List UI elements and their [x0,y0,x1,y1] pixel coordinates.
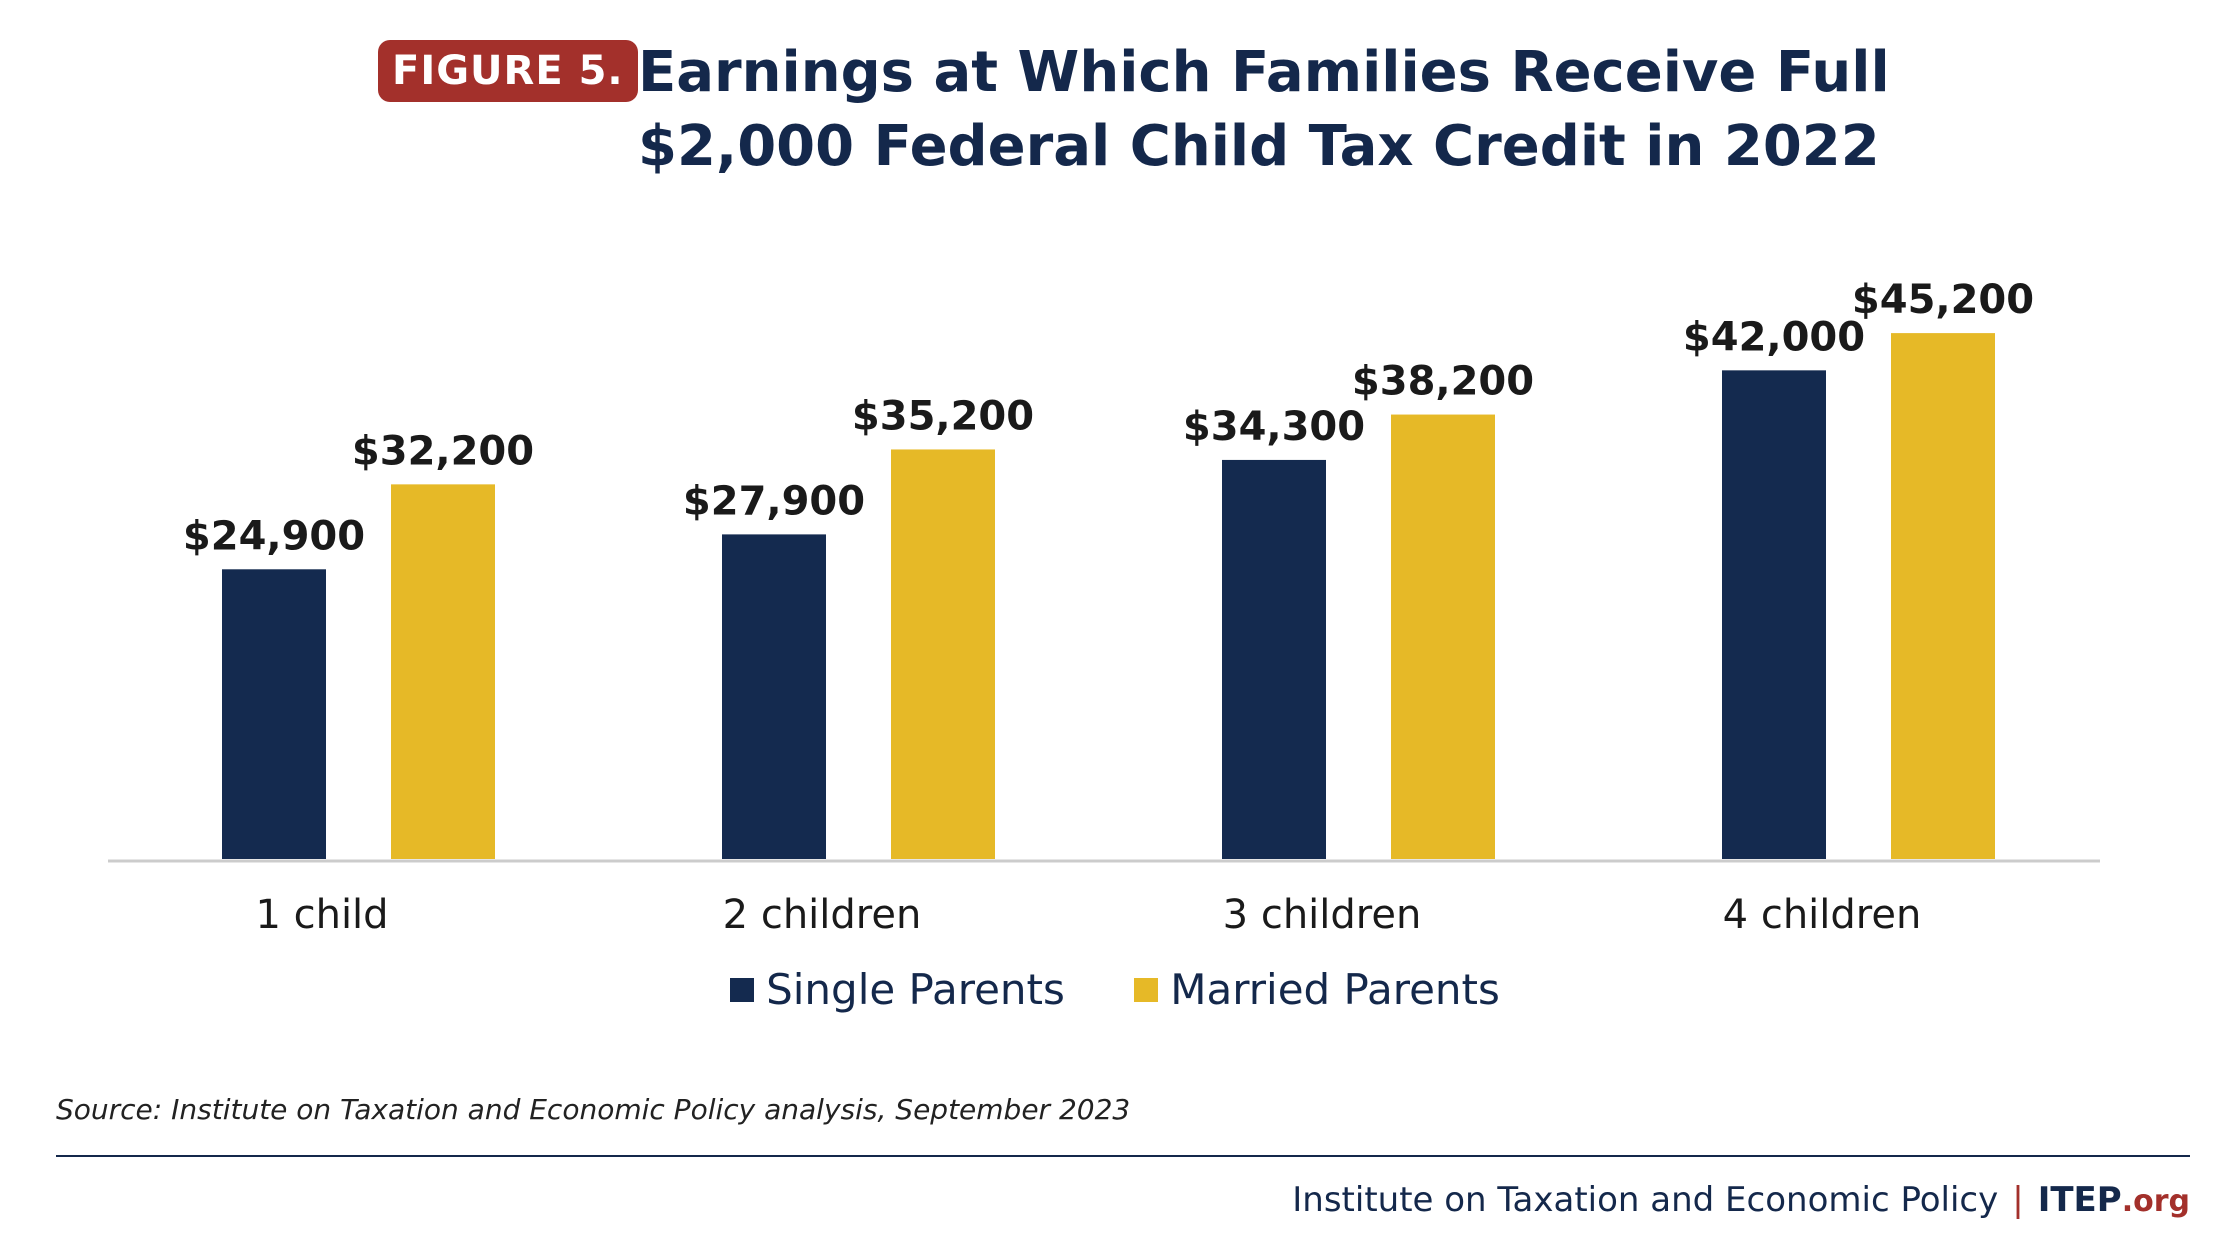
legend-label-married: Married Parents [1170,965,1500,1014]
chart-title-line-2: $2,000 Federal Child Tax Credit in 2022 [638,114,1880,179]
data-label-single-4: $42,000 [1683,314,1865,360]
data-label-single-1: $24,900 [183,513,365,559]
bar-married-1 [391,484,495,859]
bar-chart: $24,900 $32,200 $27,900 $35,200 $34,300$38,2… [108,277,2100,938]
data-label-married-3: $38,200 [1352,359,1534,405]
bar-single-1 [222,569,326,859]
data-label-single-3: $34,300 [1183,404,1365,450]
legend-item-single: Single Parents [730,965,1065,1014]
chart-title-line-1: Earnings at Which Families Receive Full [638,40,1890,105]
x-tick-label-3: 3 children [1223,892,1422,938]
legend: Single Parents Married Parents [0,965,2230,1014]
bar-single-3 [1222,459,1326,859]
footer-org: Institute on Taxation and Economic Polic… [1292,1180,1999,1220]
data-label-married-2: $35,200 [852,393,1034,439]
data-label-married-4: $45,200 [1852,277,2034,323]
legend-swatch-single [730,977,755,1002]
footer-divider [56,1155,2190,1157]
x-tick-label-4: 4 children [1723,892,1922,938]
source-note: Source: Institute on Taxation and Econom… [56,1093,1131,1126]
figure-badge: FIGURE 5. [378,40,638,102]
footer: Institute on Taxation and Economic Polic… [1292,1180,2190,1220]
x-tick-label-2: 2 children [723,892,922,938]
bars-group [222,333,1995,860]
data-label-married-1: $32,200 [352,428,534,474]
chart-header: FIGURE 5. Earnings at Which Families Rec… [0,0,2230,190]
chart-title: Earnings at Which Families Receive Full … [638,36,1890,184]
footer-brand: ITEP [2037,1180,2122,1220]
footer-brand-suffix: .org [2121,1184,2190,1219]
value-labels-group: $24,900 $32,200 $27,900 $35,200 $34,300$38,2… [183,277,2034,559]
bar-single-2 [722,534,826,859]
legend-swatch-married [1134,977,1159,1002]
bar-married-4 [1891,333,1995,860]
bar-married-2 [891,449,995,859]
x-tick-labels-group: 1 child 2 children 3 children 4 children [255,892,1921,938]
data-label-single-2: $27,900 [683,478,865,524]
bar-single-4 [1722,370,1826,859]
x-tick-label-1: 1 child [255,892,388,938]
bar-married-3 [1391,414,1495,859]
legend-label-single: Single Parents [766,965,1065,1014]
footer-separator: | [2012,1180,2024,1220]
legend-item-married: Married Parents [1134,965,1500,1014]
